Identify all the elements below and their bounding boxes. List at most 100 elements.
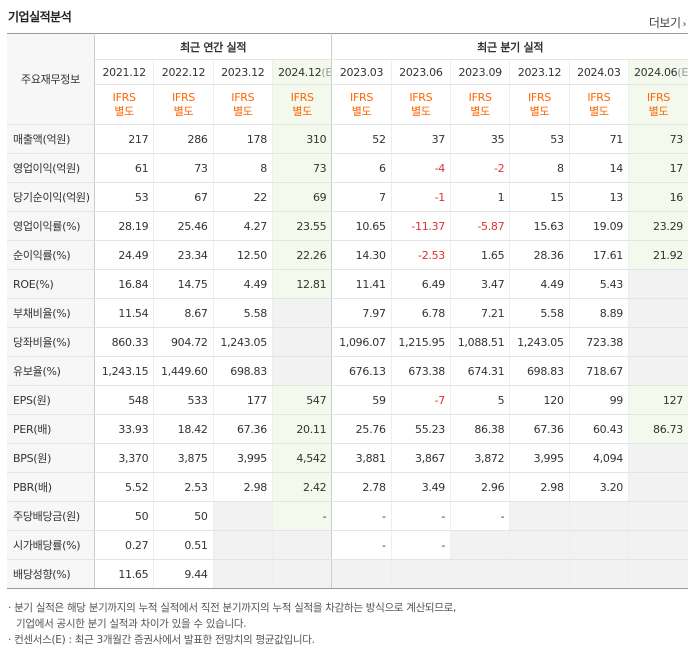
table-cell: 16 [628,182,688,212]
table-cell: 60.43 [569,414,629,444]
table-cell: 0.27 [94,530,155,560]
table-cell: 17.61 [569,240,629,270]
ifrs-line1: IFRS [646,90,670,104]
table-cell: 50 [94,501,155,531]
table-cell: 19.09 [569,211,629,241]
period-label: 2023.06 [399,65,443,79]
row-label: 시가배당률(%) [7,530,95,560]
table-cell [272,559,333,589]
ifrs-line2: 별도 [351,104,372,118]
table-cell: 52 [331,124,392,154]
ifrs-line1: IFRS [171,90,195,104]
table-cell: 548 [94,385,155,415]
table-cell: -2.53 [391,240,452,270]
table-cell: 23.29 [628,211,688,241]
table-cell: 22 [213,182,273,212]
table-cell [628,443,688,473]
row-label: PER(배) [7,414,95,444]
table-cell: - [450,501,511,531]
period-header: 2024.06(E) [628,59,688,85]
table-cell: 21.92 [628,240,688,270]
ifrs-line1: IFRS [350,90,373,104]
ifrs-basis: IFRS 별도 [153,84,214,125]
table-cell: 698.83 [213,356,273,386]
table-cell: 71 [569,124,629,154]
period-label: 2023.03 [339,65,384,79]
table-cell: 99 [569,385,629,415]
table-cell: 533 [153,385,214,415]
table-cell: 24.49 [94,240,155,270]
table-cell [569,501,629,531]
table-cell: -1 [391,182,452,212]
table-cell: 28.19 [94,211,155,241]
table-cell: 2.78 [331,472,392,502]
table-cell [628,559,688,589]
ifrs-line2: 별도 [114,104,134,118]
table-cell: 5.43 [569,269,629,299]
row-label: 주당배당금(원) [7,501,95,531]
table-cell: 61 [94,153,155,183]
table-cell: 33.93 [94,414,155,444]
table-cell: 1,096.07 [331,327,392,357]
table-cell: 3.49 [391,472,452,502]
ifrs-line2: 별도 [529,104,550,118]
row-label: PBR(배) [7,472,95,502]
table-cell: 5.58 [213,298,273,328]
table-cell: 217 [94,124,155,154]
table-row: EPS(원) 548 533 177 547 59 -7 5 120 99 127 [7,385,688,415]
table-cell: 2.98 [213,472,273,502]
table-cell: -7 [391,385,452,415]
table-cell: 3,867 [391,443,452,473]
period-header: 2023.12 [509,59,570,85]
table-cell: 3.20 [569,472,629,502]
table-cell: 4.49 [213,269,273,299]
table-row: 영업이익(억원) 61 73 8 73 6 -4 -2 8 14 17 [7,153,688,183]
table-cell [391,559,452,589]
table-cell: 25.76 [331,414,392,444]
period-label: 2021.12 [102,65,146,79]
table-cell: 3,881 [331,443,392,473]
table-cell [628,530,688,560]
table-cell: 177 [213,385,273,415]
table-cell: 53 [94,182,155,212]
table-cell: 1 [450,182,511,212]
table-cell [509,501,570,531]
row-label: 영업이익(억원) [7,153,95,183]
table-cell: 20.11 [272,414,333,444]
ifrs-line1: IFRS [112,90,136,104]
table-cell [331,559,392,589]
table-cell: - [272,501,333,531]
table-cell: 1,215.95 [391,327,452,357]
row-label: BPS(원) [7,443,95,473]
table-cell: 6 [331,153,392,183]
footnotes: · 분기 실적은 해당 분기까지의 누적 실적에서 직전 분기까지의 누적 실적… [8,600,456,648]
table-cell: 12.50 [213,240,273,270]
more-link[interactable]: 더보기 › [649,14,687,31]
estimate-marker: (E) [321,65,332,79]
period-label: 2023.12 [517,65,562,79]
table-cell: 698.83 [509,356,570,386]
table-cell: 178 [213,124,273,154]
table-cell: 5.52 [94,472,155,502]
table-cell: -5.87 [450,211,511,241]
table-cell: 0.51 [153,530,214,560]
table-cell: 6.49 [391,269,452,299]
table-cell: 53 [509,124,570,154]
table-cell: 12.81 [272,269,333,299]
row-label: 부채비율(%) [7,298,95,328]
table-cell [628,472,688,502]
period-label: 2023.09 [458,65,502,79]
table-cell [628,356,688,386]
table-cell: -4 [391,153,452,183]
footnote-1: · 분기 실적은 해당 분기까지의 누적 실적에서 직전 분기까지의 누적 실적… [8,602,457,614]
ifrs-line1: IFRS [290,90,314,104]
table-cell: 1,243.05 [509,327,570,357]
row-label: 순이익률(%) [7,240,95,270]
table-cell: 5.58 [509,298,570,328]
table-cell [509,559,570,589]
quarterly-group-header: 최근 분기 실적 [331,33,688,60]
ifrs-basis: IFRS 별도 [213,84,273,125]
ifrs-line2: 별도 [589,104,609,118]
table-row: PER(배) 33.93 18.42 67.36 20.11 25.76 55.23 86.3… [7,414,688,444]
table-cell: 73 [153,153,214,183]
